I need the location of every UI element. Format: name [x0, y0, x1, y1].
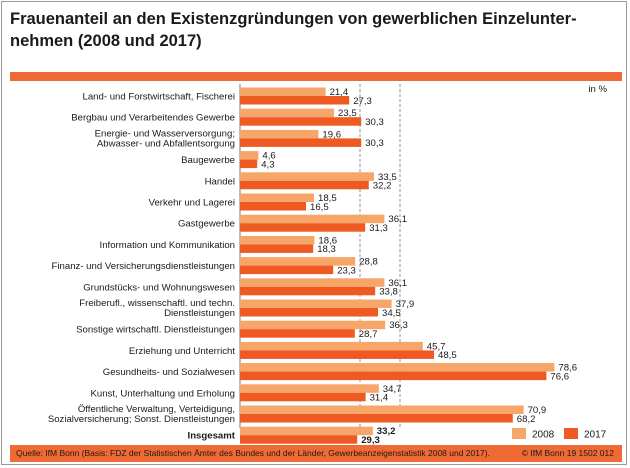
bar-2017	[240, 96, 350, 105]
value-label-2008: 21,4	[330, 87, 349, 98]
bar-2017	[240, 138, 362, 147]
bar-2017	[240, 117, 362, 126]
category-label: Abwasser- und Abfallentsorgung	[97, 139, 235, 150]
value-label-2017: 4,3	[261, 159, 274, 170]
value-label-2008: 36,3	[389, 320, 408, 331]
value-label-2008: 70,9	[528, 405, 547, 416]
bar-2017	[240, 159, 258, 169]
bar-2017	[240, 265, 334, 275]
category-label: Baugewerbe	[181, 155, 235, 166]
value-label-2017: 27,3	[353, 96, 372, 107]
unit-label: in %	[588, 84, 607, 95]
bar-2008	[240, 87, 326, 96]
value-label-2017: 18,3	[317, 244, 336, 255]
bar-2008	[240, 214, 385, 224]
bar-2008	[240, 151, 259, 160]
value-label-2017: 29,3	[361, 435, 380, 446]
bar-2008	[240, 426, 373, 436]
value-label-2008: 36,1	[388, 278, 407, 289]
category-label: Öffentliche Verwaltung, Verteidigung,	[78, 404, 235, 415]
bar-2017	[240, 392, 366, 402]
bar-2017	[240, 435, 358, 444]
value-label-2008: 28,8	[359, 257, 378, 268]
bar-2008	[240, 235, 315, 245]
value-label-2017: 31,4	[370, 393, 389, 404]
bar-2008	[240, 172, 374, 181]
value-label-2017: 31,3	[369, 223, 388, 234]
bar-2008	[240, 129, 319, 139]
category-label: Bergbau und Verarbeitendes Gewerbe	[71, 113, 235, 124]
bar-2017	[240, 371, 547, 381]
value-label-2017: 23,3	[337, 265, 356, 276]
value-label-2017: 30,3	[365, 138, 384, 149]
chart-title: Frauenanteil an den Existenzgründungen v…	[10, 10, 577, 50]
bar-2008	[240, 193, 314, 202]
category-label: Grundstücks- und Wohnungswesen	[83, 282, 235, 293]
category-label: Gesundheits- und Sozialwesen	[103, 367, 235, 378]
value-label-2008: 18,6	[318, 235, 337, 246]
bar-2017	[240, 286, 376, 296]
category-label: Sonstige wirtschaftl. Dienstleistungen	[76, 325, 235, 336]
legend-label-2008: 2008	[532, 430, 555, 441]
value-label-2008: 19,6	[322, 129, 341, 140]
category-label: Finanz- und Versicherungsdienstleistunge…	[52, 261, 235, 272]
bar-2017	[240, 350, 434, 359]
title-underline-band	[10, 72, 622, 81]
bar-2017	[240, 414, 513, 423]
bar-2017	[240, 244, 314, 253]
value-label-2008: 4,6	[262, 151, 275, 162]
bar-2008	[240, 108, 334, 118]
bar-2008	[240, 341, 423, 351]
category-label: Erziehung und Unterricht	[129, 346, 235, 357]
value-label-2008: 78,6	[558, 363, 577, 374]
value-label-2017: 48,5	[438, 350, 457, 361]
footer-band	[10, 445, 622, 462]
copyright-note: © IfM Bonn 19 1502 012	[521, 448, 614, 458]
value-label-2017: 16,5	[310, 202, 329, 213]
value-label-2008: 36,1	[388, 214, 407, 225]
category-label: Gastgewerbe	[178, 219, 235, 230]
legend-swatch-2008	[512, 428, 526, 439]
bar-2017	[240, 329, 355, 338]
value-label-2008: 18,5	[318, 193, 337, 204]
legend-swatch-2017	[564, 428, 578, 439]
category-label: Sozialversicherung; Sonst. Dienstleistun…	[48, 414, 235, 425]
bar-2017	[240, 180, 369, 190]
category-label: Information und Kommunikation	[100, 240, 235, 251]
value-label-2008: 23,5	[338, 108, 357, 119]
value-label-2008: 37,9	[396, 299, 415, 310]
category-label: Handel	[205, 176, 235, 187]
value-label-2017: 68,2	[517, 414, 536, 425]
bar-2008	[240, 363, 555, 372]
category-label: Kunst, Unterhaltung und Erholung	[90, 388, 235, 399]
bar-2017	[240, 223, 366, 232]
bar-2008	[240, 405, 524, 414]
bar-2008	[240, 299, 392, 308]
bar-2017	[240, 308, 378, 317]
category-label: Verkehr und Lagerei	[149, 198, 235, 209]
bar-2008	[240, 320, 386, 330]
value-label-2017: 32,2	[373, 181, 392, 192]
bar-2017	[240, 202, 306, 211]
bar-2008	[240, 278, 385, 287]
category-label: Freiberufl., wissenschaftl. und techn.	[79, 298, 235, 309]
value-label-2008: 33,2	[377, 426, 396, 437]
value-label-2008: 33,5	[378, 172, 397, 183]
value-label-2017: 34,5	[382, 308, 401, 319]
source-note: Quelle: IfM Bonn (Basis: FDZ der Statist…	[16, 448, 490, 458]
value-label-2017: 30,3	[365, 117, 384, 128]
bar-2008	[240, 257, 356, 266]
value-label-2017: 33,8	[379, 287, 398, 298]
category-label: Dienstleistungen	[164, 308, 235, 319]
value-label-2017: 76,6	[550, 371, 569, 382]
category-label: Energie- und Wasserversorgung;	[95, 128, 235, 139]
value-label-2008: 45,7	[427, 341, 446, 352]
bar-2008	[240, 384, 379, 393]
category-label: Insgesamt	[188, 431, 236, 442]
legend-label-2017: 2017	[584, 430, 607, 441]
category-label: Land- und Forstwirtschaft, Fischerei	[83, 92, 236, 103]
value-label-2017: 28,7	[359, 329, 378, 340]
value-label-2008: 34,7	[383, 384, 402, 395]
